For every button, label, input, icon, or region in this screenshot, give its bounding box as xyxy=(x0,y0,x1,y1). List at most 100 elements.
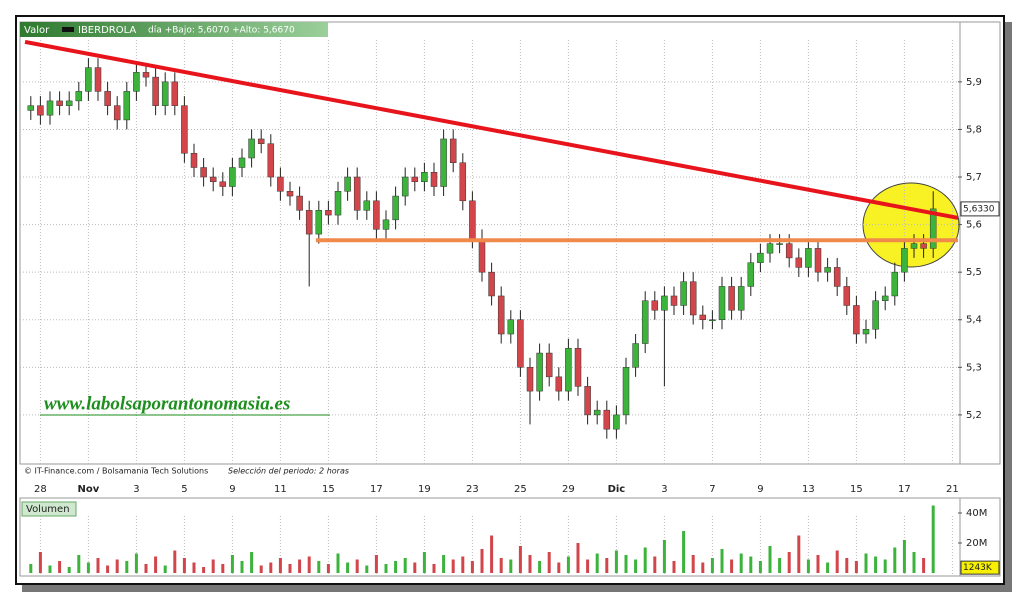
candle-body xyxy=(862,329,870,335)
volume-bar xyxy=(384,564,388,573)
candle-body xyxy=(680,281,687,306)
candle-body xyxy=(296,195,303,211)
candle-body xyxy=(401,176,409,197)
candle-body xyxy=(651,300,659,311)
candle-body xyxy=(766,243,774,254)
volume-bar xyxy=(432,564,436,573)
volume-bar xyxy=(307,556,311,573)
candle-body xyxy=(497,295,505,335)
volume-bar xyxy=(250,552,254,573)
volume-bar xyxy=(38,552,42,573)
candle-body xyxy=(718,286,726,320)
volume-bar xyxy=(163,565,167,573)
volume-bar xyxy=(662,540,666,573)
x-tick-label: 3 xyxy=(133,484,139,495)
volume-bar xyxy=(173,550,177,573)
candle-body xyxy=(545,352,553,378)
volume-bar xyxy=(346,562,350,573)
volume-bar xyxy=(826,562,830,573)
candle-body xyxy=(421,172,428,183)
volume-tick-label: 20M xyxy=(966,538,987,549)
candle-body xyxy=(555,376,563,392)
volume-bar xyxy=(394,561,398,573)
volume-bar xyxy=(576,543,580,573)
candle-body xyxy=(353,176,361,211)
candle-body xyxy=(46,100,54,116)
x-tick-label: 13 xyxy=(802,484,815,495)
candle-body xyxy=(536,352,543,392)
candle-body xyxy=(27,105,35,111)
x-tick-label: 21 xyxy=(946,484,959,495)
header-bar xyxy=(20,22,328,37)
candle-body xyxy=(699,314,707,320)
volume-bar xyxy=(509,559,513,573)
volume-bar xyxy=(557,562,561,573)
candle-body xyxy=(411,176,419,183)
candle-body xyxy=(853,305,860,335)
candle-body xyxy=(728,286,735,311)
candle-body xyxy=(267,143,275,178)
candle-body xyxy=(613,414,620,430)
candle-body xyxy=(747,262,755,287)
volume-bar xyxy=(624,555,628,573)
x-tick-label: 9 xyxy=(229,484,235,495)
last-price-label: 5,6330 xyxy=(963,204,995,214)
volume-bar xyxy=(835,550,839,573)
volume-bar xyxy=(154,556,158,573)
price-axis xyxy=(959,21,1001,465)
candle-body xyxy=(469,200,476,240)
volume-bar xyxy=(106,565,110,573)
candle-body xyxy=(689,281,697,316)
volume-bar xyxy=(643,547,647,573)
candle-body xyxy=(574,348,582,387)
candle-body xyxy=(200,167,207,178)
volume-bar xyxy=(518,546,522,573)
volume-bar xyxy=(86,562,90,573)
volume-bar xyxy=(355,559,359,573)
candle-body xyxy=(891,271,899,297)
volume-bar xyxy=(298,559,302,573)
y-tick-label: 5,5 xyxy=(966,267,982,278)
volume-bar xyxy=(77,555,81,573)
volume-bar xyxy=(691,555,695,573)
volume-bar xyxy=(902,540,906,573)
candle-body xyxy=(776,243,783,245)
last-volume-label: 1243K xyxy=(963,563,993,573)
candle-body xyxy=(872,300,879,330)
volume-bar xyxy=(816,555,820,573)
candle-body xyxy=(325,210,332,216)
y-tick-label: 5,7 xyxy=(966,172,982,183)
header-field: Valor xyxy=(24,25,50,36)
candle-body xyxy=(593,409,601,416)
volume-bar xyxy=(672,561,676,573)
candle-body xyxy=(910,243,918,249)
volume-bar xyxy=(134,553,138,573)
volume-bar xyxy=(547,552,551,573)
price-panel xyxy=(19,21,961,465)
volume-bar xyxy=(768,546,772,573)
volume-tick-label: 40M xyxy=(966,508,987,519)
volume-bar xyxy=(461,556,465,573)
volume-bar xyxy=(528,555,532,573)
series-swatch xyxy=(62,27,74,32)
volume-bar xyxy=(806,559,810,573)
x-tick-label: 19 xyxy=(418,484,431,495)
volume-bar xyxy=(259,565,263,573)
candle-body xyxy=(238,157,246,168)
volume-bar xyxy=(221,564,225,573)
volume-bar xyxy=(787,552,791,573)
volume-bar xyxy=(586,559,590,573)
volume-bar xyxy=(720,549,724,573)
candle-body xyxy=(219,181,227,187)
header-range: día +Bajo: 5,6070 +Alto: 5,6670 xyxy=(148,26,295,36)
volume-bar xyxy=(144,564,148,573)
candle-body xyxy=(315,210,323,235)
candle-body xyxy=(382,219,390,230)
candle-body xyxy=(373,200,380,230)
y-tick-label: 5,6 xyxy=(966,220,982,231)
candle-body xyxy=(526,367,534,392)
watermark: www.labolsaporantonomasia.es xyxy=(44,393,290,414)
candle-body xyxy=(113,105,121,121)
plot-area xyxy=(20,40,958,439)
candle-body xyxy=(901,248,908,273)
